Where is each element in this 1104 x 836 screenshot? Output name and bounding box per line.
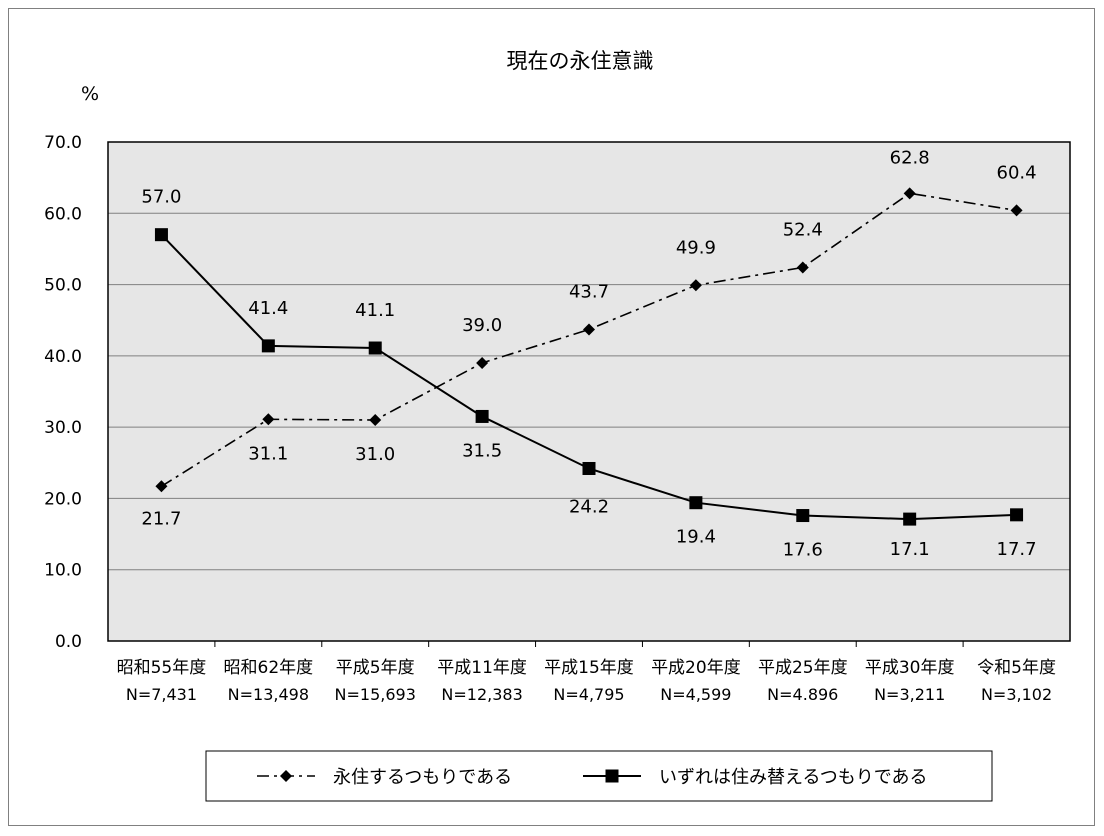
legend-label-2: いずれは住み替えるつもりである (659, 767, 928, 788)
x-category-label: 平成30年度 (865, 658, 955, 678)
x-category-label: 平成11年度 (437, 658, 527, 678)
data-label: 60.4 (997, 162, 1037, 183)
data-label: 62.8 (890, 147, 930, 168)
x-category-label: 平成25年度 (758, 658, 848, 678)
x-category-label: 昭和62年度 (224, 658, 314, 678)
data-point-square (1010, 508, 1024, 522)
y-tick-label: 50.0 (44, 276, 82, 296)
data-point-diamond (262, 413, 275, 426)
x-sample-size-label: N=7,431 (126, 685, 197, 704)
data-label: 43.7 (569, 281, 609, 302)
chart-title: 現在の永住意識 (507, 49, 654, 73)
data-point-diamond (796, 261, 809, 274)
x-category-label: 平成20年度 (651, 658, 741, 678)
plot-border (107, 141, 1071, 642)
x-sample-size-label: N=4,599 (660, 685, 731, 704)
data-label: 49.9 (676, 237, 716, 258)
x-category-label: 令和5年度 (977, 658, 1056, 678)
x-category-label: 平成15年度 (544, 658, 634, 678)
y-tick-label: 20.0 (44, 489, 82, 509)
data-point-square (689, 496, 703, 510)
data-label: 17.6 (783, 540, 823, 561)
data-point-diamond (903, 187, 916, 200)
data-label: 52.4 (783, 219, 823, 240)
y-tick-label: 60.0 (44, 204, 82, 224)
x-sample-size-label: N=3,102 (981, 685, 1052, 704)
data-label: 31.1 (248, 443, 288, 464)
data-label: 17.7 (997, 539, 1037, 560)
data-point-diamond (476, 356, 489, 369)
legend-label-1: 永住するつもりである (333, 767, 512, 788)
data-point-square (903, 512, 917, 526)
x-sample-size-label: N=15,693 (335, 685, 416, 704)
data-point-square (154, 228, 168, 242)
plot-area: 0.0 10.0 20.0 30.0 40.0 50.0 60.0 70.0 昭和55年度 N=7… (44, 133, 1071, 704)
data-label: 17.1 (890, 539, 930, 560)
x-sample-size-label: N=4.896 (767, 685, 838, 704)
x-sample-size-label: N=12,383 (441, 685, 522, 704)
data-point-square (475, 409, 489, 423)
legend-marker-square (605, 769, 619, 783)
data-label: 19.4 (676, 527, 716, 548)
data-point-diamond (1010, 204, 1023, 217)
legend-marker-diamond (280, 770, 292, 782)
x-category-label: 昭和55年度 (117, 658, 207, 678)
y-tick-label: 40.0 (44, 347, 82, 367)
data-point-diamond (583, 323, 595, 336)
data-point-diamond (369, 414, 382, 427)
y-axis-unit-label: % (81, 83, 99, 105)
data-label: 57.0 (141, 187, 181, 208)
data-label: 41.4 (248, 298, 288, 319)
x-sample-size-label: N=4,795 (553, 685, 624, 704)
data-point-square (796, 509, 810, 523)
y-tick-label: 0.0 (55, 632, 82, 652)
plot-background (108, 142, 1070, 641)
data-label: 39.0 (462, 315, 502, 336)
data-point-square (368, 341, 382, 355)
data-point-square (582, 461, 596, 475)
x-sample-size-label: N=13,498 (228, 685, 309, 704)
legend: 永住するつもりである いずれは住み替えるつもりである (205, 750, 993, 802)
data-label: 31.5 (462, 440, 502, 461)
y-tick-label: 30.0 (44, 418, 82, 438)
series-line-1 (161, 192, 1017, 487)
x-category-label: 平成5年度 (336, 658, 415, 678)
data-label: 41.1 (355, 300, 395, 321)
data-point-diamond (689, 279, 702, 292)
y-tick-label: 70.0 (44, 133, 82, 153)
data-point-diamond (155, 480, 168, 493)
data-label: 21.7 (141, 508, 181, 529)
data-label: 24.2 (569, 496, 609, 517)
data-label: 31.0 (355, 444, 395, 465)
x-sample-size-label: N=3,211 (874, 685, 945, 704)
data-point-square (261, 339, 275, 353)
y-tick-label: 10.0 (44, 561, 82, 581)
